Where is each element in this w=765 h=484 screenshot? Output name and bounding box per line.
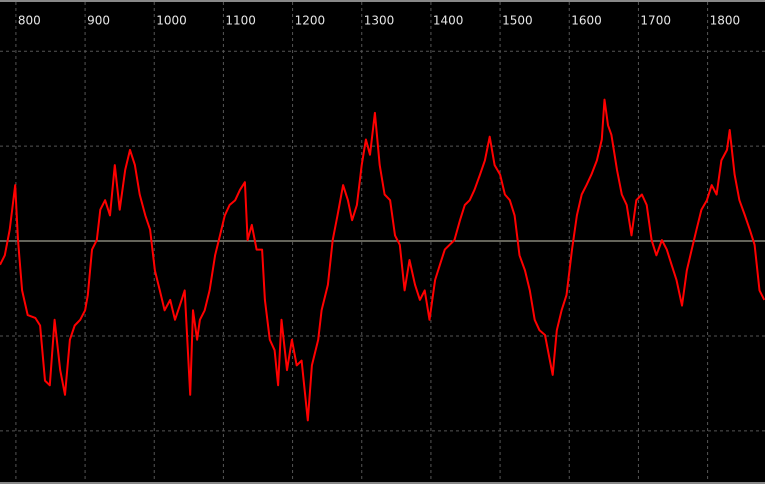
x-tick-label: 1600	[571, 14, 602, 28]
data-line	[0, 98, 765, 422]
x-tick-label: 1300	[364, 14, 395, 28]
x-tick-label: 1100	[225, 14, 256, 28]
x-tick-label: 1800	[710, 14, 741, 28]
x-tick-label: 1400	[433, 14, 464, 28]
x-tick-label: 900	[87, 14, 110, 28]
x-tick-label: 1000	[156, 14, 187, 28]
x-tick-label: 1200	[295, 14, 326, 28]
x-tick-label: 1500	[502, 14, 533, 28]
x-tick-label: 800	[18, 14, 41, 28]
x-tick-label: 1700	[640, 14, 671, 28]
